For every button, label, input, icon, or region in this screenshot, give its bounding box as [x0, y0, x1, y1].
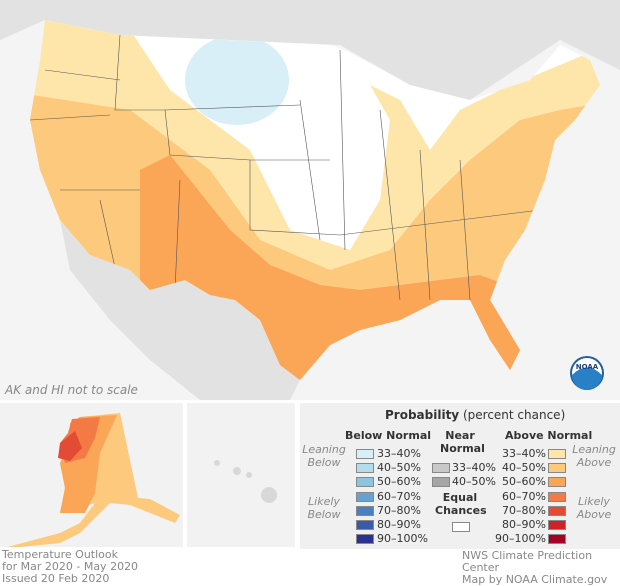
above-swatch	[548, 520, 566, 530]
state-borders	[30, 34, 541, 301]
below-swatch	[356, 449, 374, 459]
outlook-title: Temperature Outlook for Mar 2020 - May 20…	[2, 548, 139, 585]
hawaii-panel	[187, 403, 295, 547]
above-label: 80–90%	[502, 518, 546, 531]
alaska-panel	[0, 403, 183, 549]
below-swatch	[356, 477, 374, 488]
below-swatch	[356, 520, 374, 530]
above-label: 90–100%	[495, 532, 546, 546]
equal-chances-swatch	[452, 522, 470, 532]
below-label: 80–90%	[377, 518, 421, 531]
above-swatch	[548, 463, 566, 474]
near-label: 33–40%	[452, 461, 496, 474]
below-label: 90–100%	[377, 532, 428, 546]
above-label: 40–50%	[502, 461, 546, 475]
us-outlook-map: NOAA	[0, 0, 620, 400]
leaning-below-label: Leaning Below	[302, 443, 346, 469]
above-label: 70–80%	[502, 503, 546, 517]
below-label: 70–80%	[377, 503, 421, 517]
likely-below-label: Likely Below	[307, 495, 341, 521]
below-label: 60–70%	[377, 489, 421, 503]
above-swatch	[548, 477, 566, 488]
below-label: 33–40%	[377, 447, 421, 460]
above-swatch	[548, 505, 566, 516]
below-swatch	[356, 463, 374, 474]
leaning-above-label: Leaning Above	[572, 443, 616, 469]
equal-chances-label: Equal Chances	[435, 491, 487, 517]
near-swatch	[432, 463, 450, 473]
map-scale-note: AK and HI not to scale	[5, 383, 138, 397]
above-label: 50–60%	[502, 475, 546, 489]
above-swatch	[548, 449, 566, 459]
near-normal-header: Near Normal	[440, 429, 485, 455]
below-swatch	[356, 534, 374, 545]
above-label: 33–40%	[502, 447, 546, 460]
legend-title: Probability (percent chance)	[385, 408, 566, 422]
below-swatch	[356, 491, 374, 502]
above-swatch	[548, 491, 566, 502]
below-swatch	[356, 505, 374, 516]
below-normal-header: Below Normal	[345, 429, 432, 442]
below-label: 50–60%	[377, 475, 421, 489]
below-label: 40–50%	[377, 461, 421, 475]
noaa-logo: NOAA	[570, 356, 604, 390]
near-swatch	[432, 477, 450, 488]
logo-text: NOAA	[576, 363, 599, 371]
region-below-33-40	[185, 35, 289, 125]
map-credit: NWS Climate Prediction Center Map by NOAA…	[462, 549, 608, 586]
above-normal-header: Above Normal	[505, 429, 593, 442]
mexico-land	[60, 220, 300, 400]
near-label: 40–50%	[452, 475, 496, 489]
above-swatch	[548, 534, 566, 545]
likely-above-label: Likely Above	[576, 495, 612, 521]
above-label: 60–70%	[502, 489, 546, 503]
probability-legend: Probability (percent chance) Below Norma…	[300, 403, 620, 549]
canada-land	[0, 0, 620, 100]
